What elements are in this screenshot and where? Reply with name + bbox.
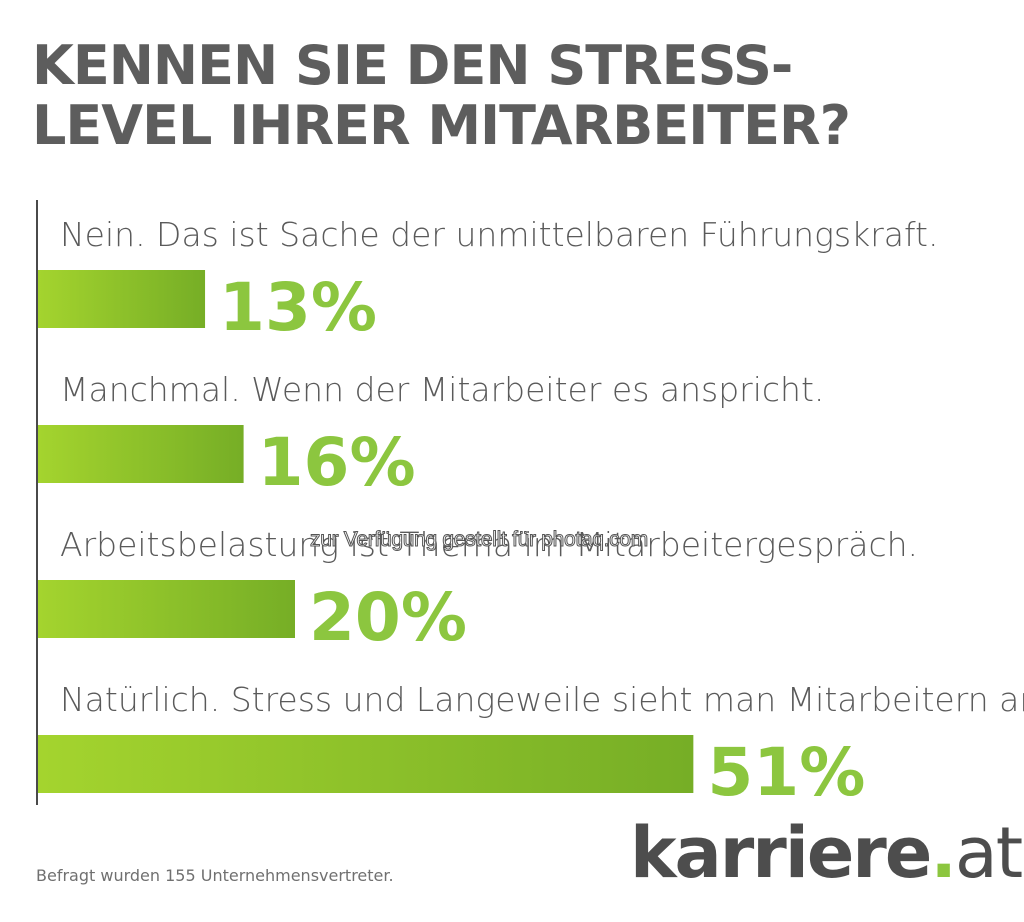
logo-tld: at [954, 812, 1023, 894]
value-label: 20% [309, 579, 467, 656]
bar [38, 425, 244, 483]
value-label: 51% [707, 734, 865, 811]
category-label: Manchmal. Wenn der Mitarbeiter es anspri… [60, 370, 824, 409]
value-label: 16% [258, 424, 416, 501]
value-label: 13% [219, 269, 377, 346]
category-label: Nein. Das ist Sache der unmittelbaren Fü… [60, 215, 938, 254]
brand-logo: karriere.at [630, 808, 1023, 898]
chart-title-line-1: KENNEN SIE DEN STRESS- [32, 34, 793, 97]
logo-dot: . [930, 812, 957, 894]
logo-wordmark: karriere [630, 812, 932, 894]
category-label: Natürlich. Stress und Langeweile sieht m… [60, 680, 1024, 719]
bar [38, 580, 295, 638]
chart-axis-line [36, 200, 38, 805]
bar [38, 735, 694, 793]
footnote: Befragt wurden 155 Unternehmensvertreter… [36, 866, 394, 885]
category-label: Arbeitsbelastung ist Thema im Mitarbeite… [60, 525, 918, 564]
chart-title-line-2: LEVEL IHRER MITARBEITER? [32, 94, 851, 157]
bar [38, 270, 206, 328]
watermark-text: zur Verfügung gestellt für photaq.com [310, 528, 649, 552]
chart-title: KENNEN SIE DEN STRESS- LEVEL IHRER MITAR… [32, 36, 992, 156]
